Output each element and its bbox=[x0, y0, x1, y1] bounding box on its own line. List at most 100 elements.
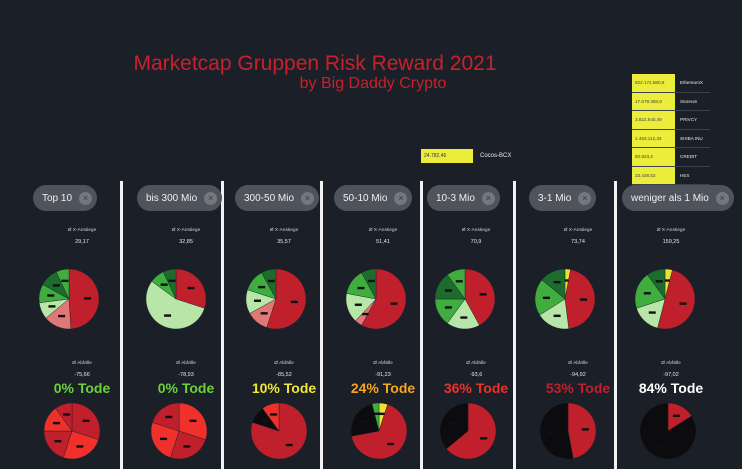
group-chip[interactable]: 3-1 Mio × bbox=[529, 185, 597, 211]
column-separator bbox=[420, 181, 423, 469]
close-icon[interactable]: × bbox=[715, 191, 729, 205]
pie-slice-label bbox=[373, 412, 381, 415]
pie-slice-label bbox=[76, 445, 84, 448]
tode-percentage: 84% Tode bbox=[638, 380, 704, 396]
group-chip[interactable]: weniger als 1 Mio × bbox=[622, 185, 734, 211]
x-anstieg-label: Ø X-Anstiege bbox=[269, 228, 299, 233]
x-anstieg-label: Ø X-Anstiege bbox=[461, 228, 491, 233]
group-column: bis 300 Mio × Ø X-Anstiege 32,85 Ø Abfälle -7… bbox=[137, 181, 235, 469]
pie-slice bbox=[564, 269, 596, 329]
group-chip-label: Top 10 bbox=[42, 192, 73, 204]
column-separator bbox=[221, 181, 224, 469]
close-icon[interactable]: × bbox=[578, 191, 592, 205]
x-anstieg-value: 51,41 bbox=[376, 239, 390, 245]
pie-slice-label bbox=[378, 412, 386, 416]
group-chip[interactable]: 50-10 Mio × bbox=[334, 185, 413, 211]
legend-row: 80.923,2 CREDIT bbox=[632, 148, 710, 167]
legend-value: 80.923,2 bbox=[632, 148, 675, 166]
legend-value: 822.172.580,8 bbox=[632, 74, 675, 92]
close-icon[interactable]: × bbox=[394, 191, 408, 205]
pie-slice-label bbox=[47, 294, 55, 297]
legend: 822.172.580,8 EthereumX 17.679.358,9 Storeu… bbox=[632, 74, 710, 185]
group-chip[interactable]: Top 10 × bbox=[33, 185, 98, 211]
pie-slice-label bbox=[479, 293, 487, 296]
pie-slice-label bbox=[84, 297, 92, 300]
pie-slice bbox=[68, 268, 100, 330]
abfaelle-label: Ø Abfälle bbox=[274, 361, 294, 366]
pie-slice-label bbox=[160, 437, 168, 441]
legend-value: 1.493.112,33 bbox=[632, 129, 675, 147]
bottom-pie-chart bbox=[350, 402, 408, 460]
top-pie-chart bbox=[634, 268, 696, 330]
pie-slice-label bbox=[547, 431, 555, 434]
pie-slice-label bbox=[357, 286, 365, 290]
pie-slice-label bbox=[285, 443, 293, 447]
tode-percentage: 24% Tode bbox=[350, 380, 416, 396]
pie-slice-label bbox=[253, 299, 261, 302]
pie-slice-label bbox=[672, 414, 680, 417]
legend-row: 3.822.640,49 PRIVCY bbox=[632, 111, 710, 130]
pie-slice-label bbox=[261, 419, 269, 422]
legend-name: PRIVCY bbox=[680, 117, 698, 122]
legend-value: 33.428,53 bbox=[632, 166, 675, 184]
pie-slice bbox=[541, 268, 566, 300]
group-column: 10-3 Mio × Ø X-Anstiege 70,9 Ø Abfälle -93,6 3… bbox=[427, 181, 525, 469]
pie-slice bbox=[261, 268, 277, 300]
tode-percentage: 0% Tode bbox=[157, 380, 215, 396]
pie-slice-label bbox=[679, 302, 687, 305]
abfaelle-label: Ø Abfälle bbox=[373, 361, 393, 366]
group-chip-label: bis 300 Mio bbox=[146, 192, 198, 204]
abfaelle-value: -93,6 bbox=[469, 372, 483, 378]
abfaelle-value: -97,02 bbox=[663, 372, 679, 378]
pie-slice-label bbox=[580, 298, 588, 301]
legend-value: 3.822.640,49 bbox=[632, 111, 675, 129]
subtitle: by Big Daddy Crypto bbox=[299, 75, 447, 92]
pie-slice-label bbox=[444, 306, 452, 309]
pie-slice-label bbox=[553, 280, 561, 284]
group-chip-label: 300-50 Mio bbox=[244, 192, 295, 204]
cocos-name: Cocos-BCX bbox=[480, 153, 512, 159]
pie-slice bbox=[266, 268, 307, 330]
pie-slice-label bbox=[553, 314, 561, 318]
pie-slice-label bbox=[165, 415, 173, 419]
abfaelle-label: Ø Abfälle bbox=[72, 361, 92, 366]
legend-name: SHIBA INU bbox=[680, 135, 703, 141]
pie-slice-label bbox=[168, 279, 176, 283]
close-icon[interactable]: × bbox=[204, 191, 218, 205]
pie-slice bbox=[634, 274, 666, 309]
pie-slice-label bbox=[444, 289, 452, 292]
group-chip[interactable]: 300-50 Mio × bbox=[235, 185, 320, 211]
pie-slice-label bbox=[53, 421, 61, 425]
pie-slice bbox=[55, 268, 70, 300]
close-icon[interactable]: × bbox=[301, 191, 315, 205]
pie-slice-label bbox=[367, 279, 375, 283]
pie-slice bbox=[350, 403, 380, 437]
pie-slice-label bbox=[455, 280, 463, 283]
x-anstieg-label: Ø X-Anstiege bbox=[67, 228, 97, 233]
legend-name: CREDIT bbox=[680, 154, 698, 159]
pie-slice-label bbox=[290, 300, 298, 304]
pie-slice-label bbox=[581, 428, 589, 431]
pie-slice bbox=[351, 404, 408, 460]
close-icon[interactable]: × bbox=[481, 191, 495, 205]
pie-slice-label bbox=[448, 422, 456, 425]
column-separator bbox=[513, 181, 516, 469]
legend-name: HEX bbox=[680, 172, 690, 178]
pie-slice bbox=[361, 268, 407, 330]
pie-slice-label bbox=[655, 280, 663, 283]
x-anstieg-label: Ø X-Anstiege bbox=[656, 228, 686, 233]
group-chip[interactable]: 10-3 Mio × bbox=[427, 185, 500, 211]
column-separator bbox=[320, 181, 323, 469]
pie-slice-label bbox=[258, 285, 266, 289]
group-chip[interactable]: bis 300 Mio × bbox=[137, 185, 223, 211]
abfaelle-value: -91,23 bbox=[375, 372, 391, 378]
cocos-value: 24.782,46 bbox=[421, 149, 473, 163]
pie-slice-label bbox=[663, 279, 671, 282]
pie-slice bbox=[447, 268, 466, 300]
main-title: Marketcap Gruppen Risk Reward 2021 bbox=[133, 52, 497, 75]
pie-slice-label bbox=[390, 302, 398, 305]
abfaelle-label: Ø Abfälle bbox=[568, 361, 588, 366]
pie-slice bbox=[446, 402, 497, 460]
pie-slice-label bbox=[480, 437, 488, 440]
close-icon[interactable]: × bbox=[79, 191, 93, 205]
